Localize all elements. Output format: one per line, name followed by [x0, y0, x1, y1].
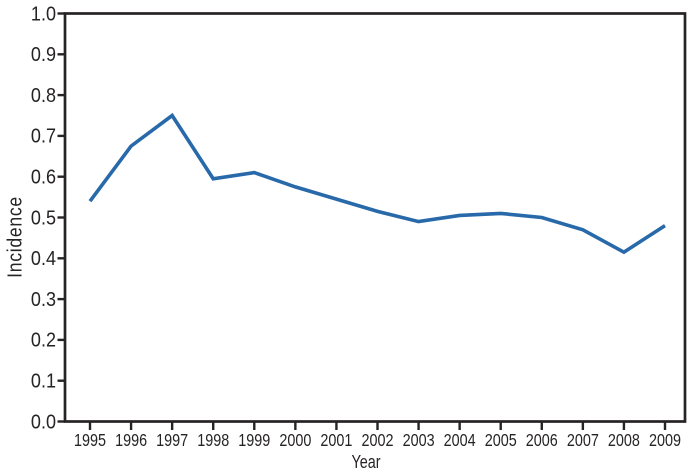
x-tick-label: 1995 [74, 431, 106, 451]
x-tick-label: 2005 [485, 431, 517, 451]
y-tick-label: 0.4 [31, 248, 56, 270]
x-tick-label: 1999 [238, 431, 270, 451]
y-tick-label: 0.6 [31, 167, 56, 189]
x-tick-label: 2006 [526, 431, 558, 451]
x-tick-label: 2002 [361, 431, 393, 451]
plot-border [63, 12, 687, 423]
y-tick-label: 0.3 [31, 289, 56, 311]
series-line [88, 112, 666, 255]
x-tick-label: 2007 [567, 431, 599, 451]
x-tick-label: 2009 [649, 431, 681, 451]
y-tick-label: 0.7 [31, 126, 56, 148]
x-tick-label: 1997 [156, 431, 188, 451]
x-tick-label: 1996 [115, 431, 147, 451]
x-tick-label: 2003 [403, 431, 435, 451]
y-tick-label: 1.0 [31, 3, 56, 25]
y-tick-label: 0.5 [31, 207, 56, 229]
x-axis-title: Year [351, 452, 381, 469]
y-tick-label: 0.0 [31, 411, 56, 433]
x-tick-label: 2000 [279, 431, 311, 451]
x-tick-label: 1998 [197, 431, 229, 451]
x-tick-label: 2001 [320, 431, 352, 451]
y-tick-label: 0.9 [31, 44, 56, 66]
x-tick-label: 2004 [444, 431, 476, 451]
y-tick-label: 0.1 [31, 371, 56, 393]
y-tick-label: 0.2 [31, 330, 56, 352]
x-tick-label: 2008 [608, 431, 640, 451]
y-tick-label: 0.8 [31, 85, 56, 107]
y-axis-title: Incidence [4, 196, 27, 278]
